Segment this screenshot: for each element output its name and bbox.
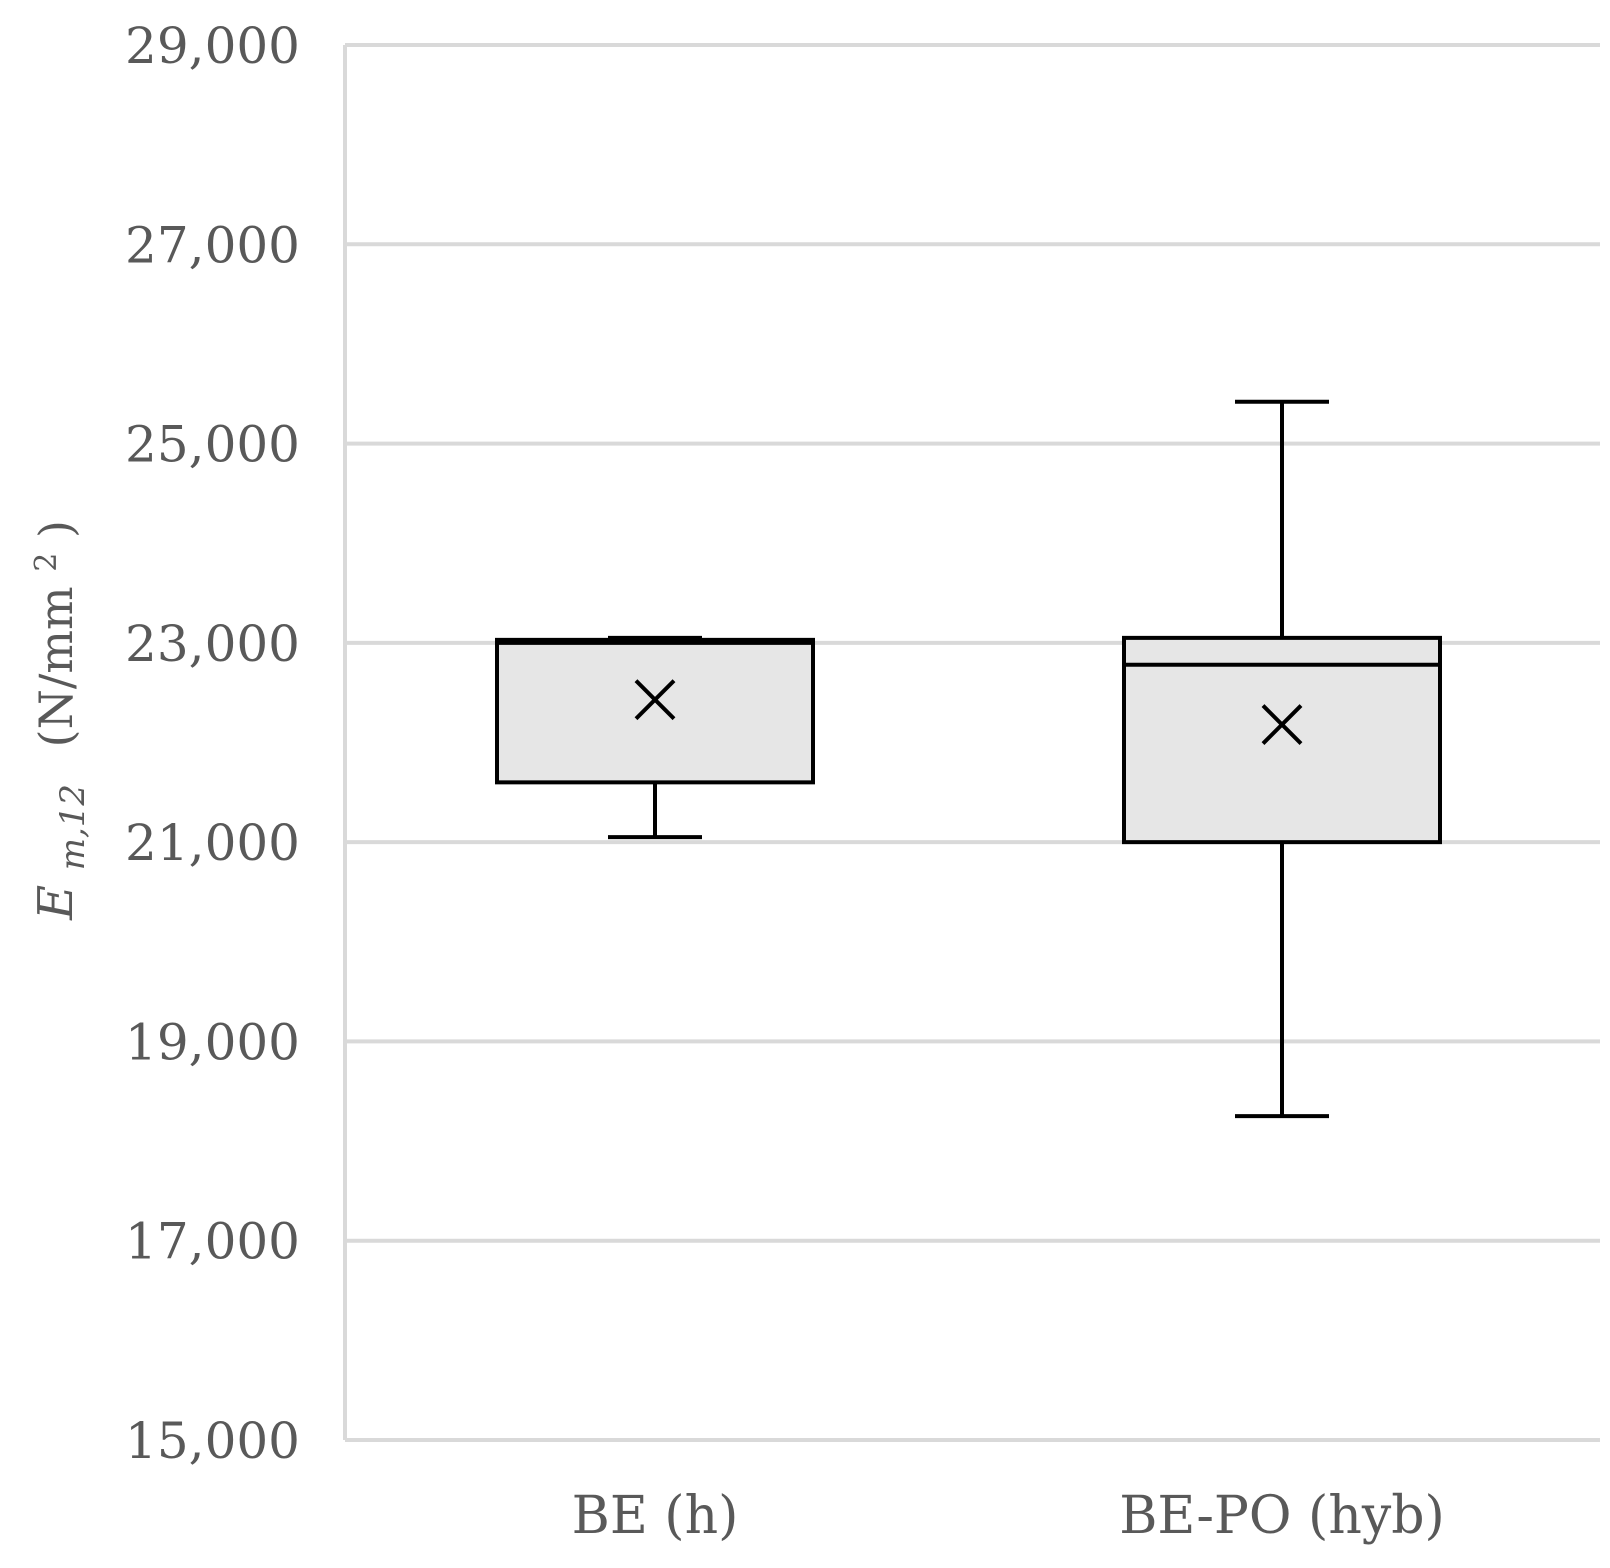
y-tick-label: 27,000 — [125, 216, 300, 274]
mean-marker-stroke-b — [634, 679, 676, 721]
y-tick-label: 17,000 — [125, 1213, 300, 1271]
y-tick-label: 23,000 — [125, 615, 300, 673]
gridlines — [343, 43, 1600, 1442]
y-tick-label: 19,000 — [125, 1013, 300, 1071]
boxes — [495, 399, 1442, 1119]
y-axis-unit-suffix: ) — [29, 520, 83, 538]
y-axis-unit-prefix: (N/mm — [29, 586, 83, 747]
y-axis-subscript: m,12 — [53, 784, 93, 870]
iqr-box — [495, 637, 815, 785]
iqr-box — [1122, 635, 1442, 845]
box-group — [1122, 399, 1442, 1119]
y-tick-labels: 15,000 17,000 19,000 21,000 23,000 25,000 27,0… — [125, 17, 300, 1470]
y-tick-label: 29,000 — [125, 17, 300, 75]
y-tick-label: 21,000 — [125, 814, 300, 872]
y-tick-label: 15,000 — [125, 1412, 300, 1470]
x-category-label: BE-PO (hyb) — [1119, 1486, 1445, 1546]
y-tick-label: 25,000 — [125, 416, 300, 474]
x-category-labels: BE (h) BE-PO (hyb) — [572, 1486, 1445, 1546]
y-axis-symbol: E — [28, 885, 84, 921]
x-category-label: BE (h) — [572, 1486, 739, 1546]
y-axis-title: E m,12 (N/mm 2 ) — [13, 520, 95, 921]
y-axis-unit-sup: 2 — [29, 553, 64, 572]
box-group — [495, 635, 815, 840]
mean-marker-stroke-b — [1261, 704, 1303, 745]
